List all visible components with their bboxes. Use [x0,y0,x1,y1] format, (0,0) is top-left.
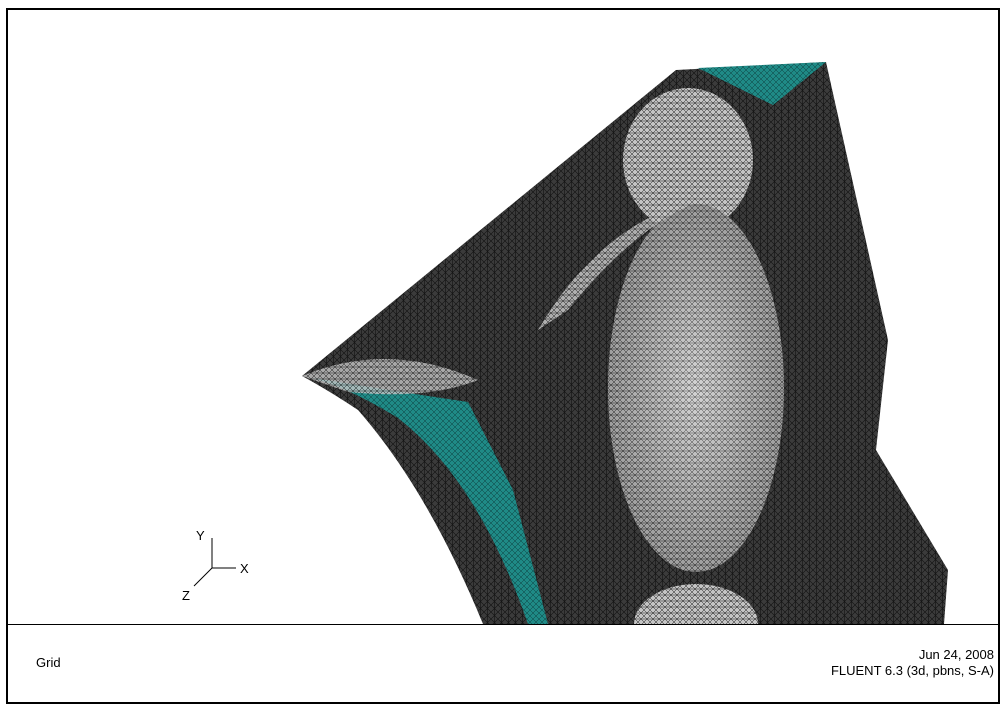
graphics-window: Y X Z Grid Jun 24, 2008 FLUENT 6.3 (3d, … [6,8,1000,704]
axis-x-label: X [240,561,249,576]
upper-lobe [623,88,753,232]
footer-info: Jun 24, 2008 FLUENT 6.3 (3d, pbns, S-A) [831,647,994,679]
teal-boundary-top [698,62,826,105]
lower-lobe [634,584,758,624]
curved-blade-left [302,358,478,395]
axis-y-label: Y [196,528,205,543]
solver-info: FLUENT 6.3 (3d, pbns, S-A) [830,663,994,678]
plot-date: Jun 24, 2008 [918,647,994,662]
mesh-viewport[interactable]: Y X Z [8,10,998,624]
plot-title: Grid [36,655,61,670]
axis-triad: Y X Z [182,528,249,603]
curved-blade-upper [538,192,728,330]
teal-boundary-left [313,378,548,624]
info-footer: Grid Jun 24, 2008 FLUENT 6.3 (3d, pbns, … [8,624,998,702]
axis-z-label: Z [182,588,190,603]
